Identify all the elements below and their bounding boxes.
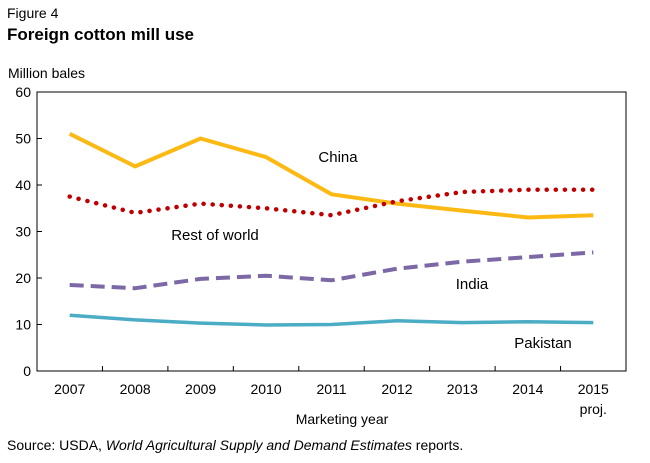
x-axis-title: Marketing year [296, 411, 389, 427]
source-note: Source: USDA, World Agricultural Supply … [7, 437, 463, 453]
y-axis-title: Million bales [8, 65, 85, 81]
line-chart: 0 10 20 30 40 50 60 2007 2008 2009 2010 2011 2012 201… [8, 65, 627, 427]
x-tick-label: 2012 [381, 381, 412, 397]
plot-frame [36, 91, 627, 372]
x-tick-label: 2008 [120, 381, 151, 397]
y-tick-label: 20 [15, 270, 31, 286]
source-report-title: World Agricultural Supply and Demand Est… [105, 437, 412, 453]
x-tick-label: 2014 [512, 381, 543, 397]
x-tick-label: 2007 [54, 381, 85, 397]
series-line-pakistan [69, 313, 594, 327]
x-tick-label: 2011 [316, 381, 346, 397]
y-tick-label: 30 [15, 224, 31, 240]
x-tick-note: proj. [580, 401, 607, 417]
series-label-china: China [318, 149, 358, 166]
x-tick-label: 2013 [447, 381, 478, 397]
y-tick-label: 50 [15, 131, 31, 147]
source-prefix: Source: USDA, [7, 437, 106, 453]
x-tick-label: 2015 [578, 381, 609, 397]
x-tick-label: 2009 [185, 381, 216, 397]
series-line-india [69, 250, 594, 291]
figure-title: Foreign cotton mill use [7, 25, 195, 44]
y-tick-label: 10 [15, 317, 31, 333]
y-tick-label: 40 [15, 177, 31, 193]
x-tick-label: 2010 [250, 381, 281, 397]
series-line-china [68, 132, 594, 220]
series-label-pakistan: Pakistan [514, 335, 572, 352]
y-tick-label: 0 [23, 363, 31, 379]
y-tick-label: 60 [15, 84, 31, 100]
source-suffix: reports. [411, 437, 464, 453]
series-line-rest-of-world [67, 187, 596, 218]
figure-label: Figure 4 [7, 5, 59, 21]
series-label-india: India [456, 276, 489, 293]
series-label-rest-of-world: Rest of world [171, 227, 259, 244]
